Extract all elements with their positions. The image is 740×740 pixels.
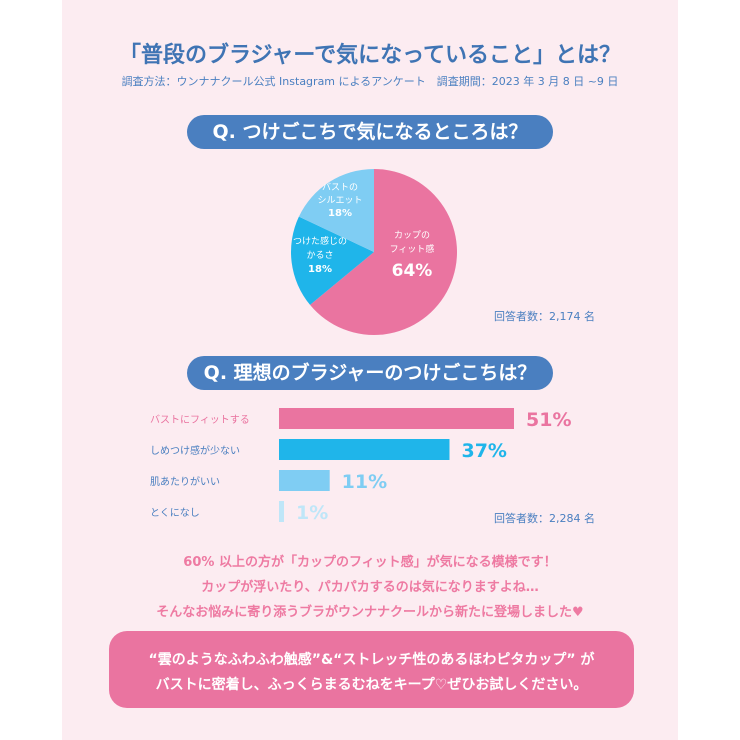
bar bbox=[279, 408, 514, 429]
pie-slice-label: カップの bbox=[394, 230, 430, 241]
bar-value-label: 11% bbox=[342, 471, 387, 493]
message-line-3: そんなお悩みに寄り添うブラがウンナナクールから新たに登場しました♥ bbox=[156, 605, 584, 620]
pie-slice-label: かるさ bbox=[306, 250, 333, 261]
pie-slice-label: つけた感じの bbox=[293, 235, 347, 247]
pie-slice bbox=[310, 169, 457, 336]
callout-line-2: バストに密着し、ふっくらまるむねをキープ♡ぜひお試しください。 bbox=[155, 677, 588, 693]
pie-slice bbox=[298, 169, 374, 252]
bar bbox=[279, 439, 450, 460]
pie-slice-label: フィット感 bbox=[390, 243, 435, 255]
bar-category-label: バストにフィットする bbox=[150, 414, 250, 426]
pie-slice-percent: 18% bbox=[308, 264, 332, 275]
bar-category-label: とくになし bbox=[150, 507, 200, 519]
bar bbox=[279, 470, 330, 491]
page-title: 「普段のブラジャーで気になっていること」とは？ bbox=[118, 43, 622, 68]
survey-info: 調査方法：ウンナナクール公式 Instagram によるアンケート 調査期間：2… bbox=[121, 75, 619, 88]
pie-slice-percent: 18% bbox=[328, 208, 352, 219]
q2-respondents: 回答者数：2,284 名 bbox=[494, 512, 595, 525]
message-line-1: 60% 以上の方が「カップのフィット感」が気になる模様です！ bbox=[183, 555, 557, 570]
question-1-pill: Q. つけごこちで気になるところは？ bbox=[187, 115, 553, 149]
bar-category-label: 肌あたりがいい bbox=[150, 475, 220, 488]
pie-slice-percent: 64% bbox=[392, 261, 433, 281]
pie-slice-label: バストの bbox=[322, 182, 358, 193]
pie-slice bbox=[290, 216, 374, 305]
message-line-2: カップが浮いたり、パカパカするのは気になりますよね… bbox=[201, 580, 539, 595]
bar bbox=[279, 501, 284, 522]
question-2-pill: Q. 理想のブラジャーのつけごこちは？ bbox=[187, 356, 553, 390]
callout-line-1: “雲のようなふわふわ触感”&“ストレッチ性のあるほわピタカップ” が bbox=[148, 652, 595, 668]
bar-value-label: 1% bbox=[296, 502, 328, 524]
pie-slice-label: シルエット bbox=[317, 196, 362, 206]
q1-respondents: 回答者数：2,174 名 bbox=[494, 310, 595, 323]
callout-box: “雲のようなふわふわ触感”&“ストレッチ性のあるほわピタカップ” が バストに密… bbox=[109, 631, 634, 708]
bar-value-label: 51% bbox=[526, 409, 571, 431]
bar-value-label: 37% bbox=[461, 440, 506, 462]
bar-category-label: しめつけ感が少ない bbox=[150, 444, 240, 457]
